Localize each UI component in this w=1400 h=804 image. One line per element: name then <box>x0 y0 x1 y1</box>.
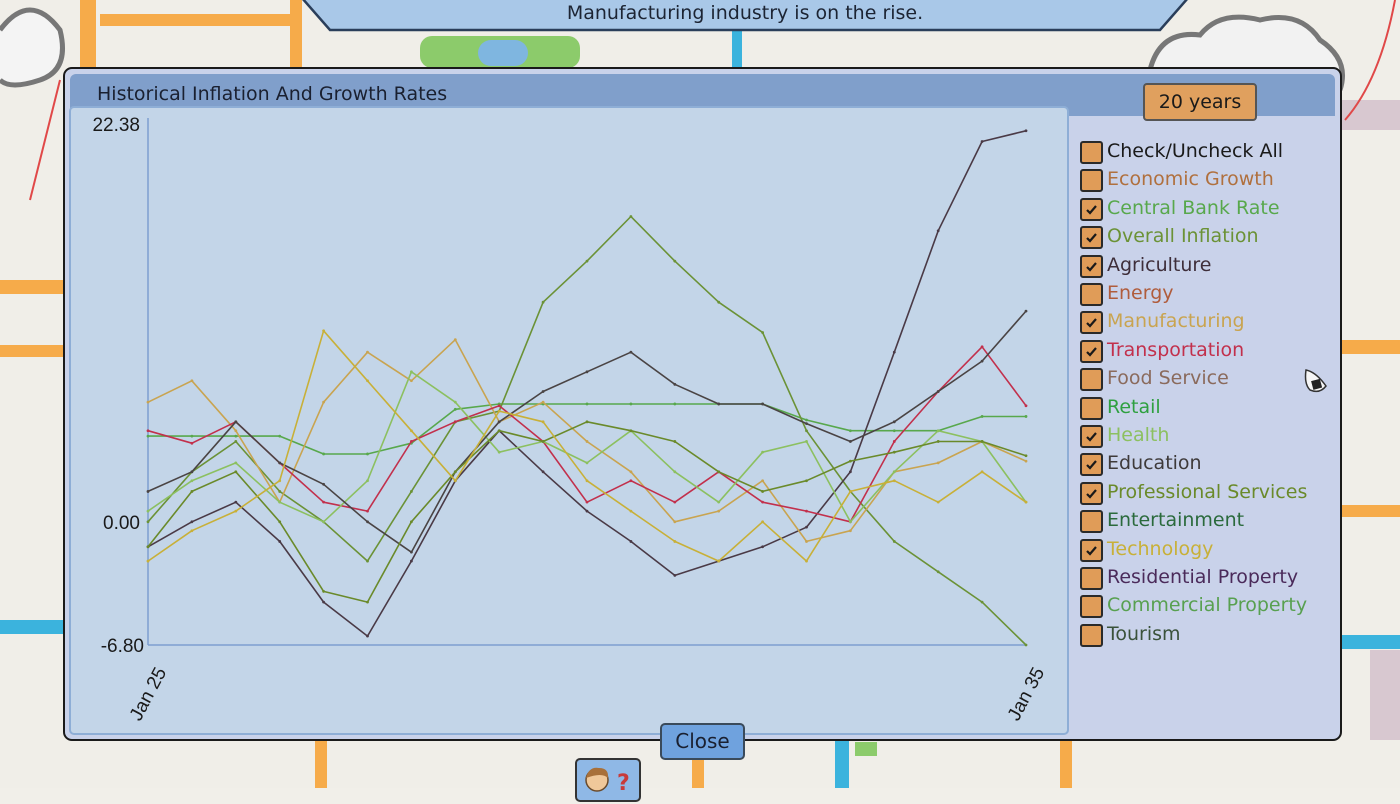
legend-label: Health <box>1107 424 1170 446</box>
map-road <box>0 280 63 294</box>
legend-label: Transportation <box>1107 338 1245 361</box>
checkbox[interactable] <box>1080 283 1103 306</box>
map-river <box>732 30 742 70</box>
checkbox[interactable] <box>1080 226 1103 250</box>
checkbox[interactable] <box>1080 538 1103 562</box>
map-road <box>80 0 96 70</box>
map-railway <box>1344 0 1396 121</box>
map-river <box>0 620 63 634</box>
checkbox[interactable] <box>1080 453 1103 477</box>
checkbox[interactable] <box>1080 425 1103 448</box>
time-range-button[interactable]: 20 years <box>1143 83 1257 121</box>
legend-label: Entertainment <box>1107 509 1245 532</box>
checkbox[interactable] <box>1080 141 1103 164</box>
checkbox[interactable] <box>1080 396 1103 420</box>
legend-label: Energy <box>1107 282 1174 304</box>
checkmark-icon <box>1086 460 1097 471</box>
checkmark-icon <box>1086 432 1097 442</box>
map-road <box>1340 340 1400 354</box>
dialog-title: Historical Inflation And Growth Rates <box>97 83 448 105</box>
checkmark-icon <box>1086 261 1097 272</box>
checkmark-icon <box>1086 233 1097 243</box>
checkbox[interactable] <box>1080 311 1103 335</box>
legend-label: Commercial Property <box>1107 594 1308 617</box>
legend-label: Overall Inflation <box>1107 225 1259 248</box>
legend-label: Central Bank Rate <box>1107 196 1280 219</box>
legend-label: Residential Property <box>1107 566 1299 588</box>
chart-panel <box>69 106 1069 735</box>
checkbox[interactable] <box>1080 254 1103 278</box>
legend-label: Food Service <box>1107 367 1229 390</box>
news-banner: Manufacturing industry is on the rise. <box>300 0 1190 32</box>
checkmark-icon <box>1086 347 1097 357</box>
map-road <box>290 0 302 70</box>
legend-label: Technology <box>1107 537 1214 560</box>
checkbox[interactable] <box>1080 169 1103 193</box>
legend-label: Professional Services <box>1107 480 1308 503</box>
checkbox[interactable] <box>1080 567 1103 590</box>
legend-label: Manufacturing <box>1107 310 1245 333</box>
checkbox[interactable] <box>1080 623 1103 647</box>
banner-frame <box>302 0 1188 32</box>
checkbox[interactable] <box>1080 481 1103 505</box>
map-road <box>100 14 300 26</box>
cloud-icon <box>0 7 65 88</box>
map-park <box>855 742 877 756</box>
checkmark-icon <box>1086 489 1097 499</box>
advisor-face-icon: ? <box>585 767 630 796</box>
checkmark-icon <box>1086 318 1097 329</box>
legend-label: Economic Growth <box>1107 168 1274 191</box>
legend-label: Education <box>1107 452 1202 475</box>
map-railway <box>29 79 61 201</box>
svg-text:?: ? <box>617 771 630 796</box>
legend-label: Tourism <box>1107 622 1181 645</box>
checkbox[interactable] <box>1080 339 1103 363</box>
map-road <box>1060 740 1072 788</box>
map-river <box>835 740 849 788</box>
map-road <box>1340 505 1400 517</box>
series-legend: Check/Uncheck All Economic Growth Central … <box>1080 140 1330 660</box>
map-road <box>0 345 63 357</box>
map-road <box>315 740 327 788</box>
checkbox[interactable] <box>1080 197 1103 221</box>
checkmark-icon <box>1086 545 1097 556</box>
map-block <box>1370 650 1400 740</box>
checkmark-icon <box>1086 205 1097 215</box>
close-button[interactable]: Close <box>660 723 745 760</box>
legend-label: Retail <box>1107 395 1161 418</box>
map-river <box>1340 635 1400 649</box>
banner-message: Manufacturing industry is on the rise. <box>566 2 924 24</box>
checkbox[interactable] <box>1080 595 1103 619</box>
advisor-button[interactable]: ? <box>575 758 641 802</box>
legend-label: Check/Uncheck All <box>1107 140 1284 162</box>
checkbox[interactable] <box>1080 510 1103 534</box>
legend-label: Agriculture <box>1107 253 1212 276</box>
checkbox[interactable] <box>1080 368 1103 392</box>
map-lake <box>478 40 528 66</box>
mouse-cursor-icon <box>1302 366 1330 400</box>
